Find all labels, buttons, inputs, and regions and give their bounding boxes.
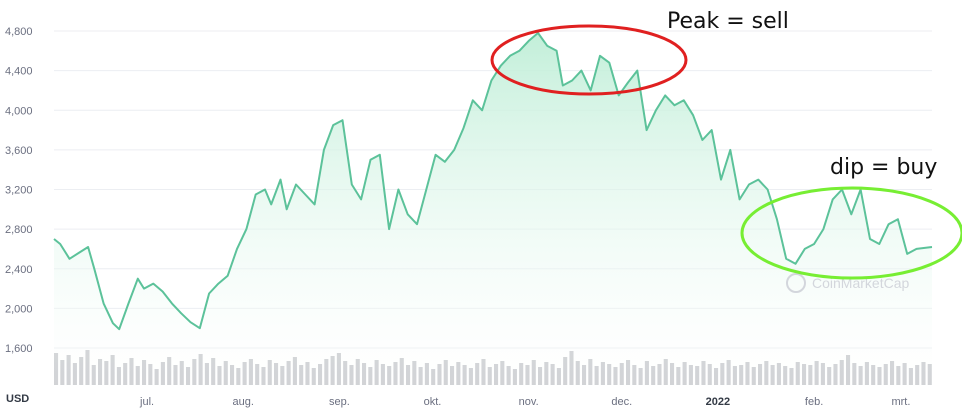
dip-annotation: dip = buy [740, 155, 962, 280]
y-tick-label: 2,000 [5, 303, 33, 315]
x-tick-label: okt. [424, 396, 442, 408]
y-tick-label: 2,400 [5, 264, 33, 276]
x-axis: jul. aug. sep. okt. nov. dec. 2022 feb. mrt. [139, 396, 910, 408]
price-line [53, 32, 933, 331]
y-tick-label: 4,000 [5, 105, 33, 117]
currency-label: USD [6, 393, 29, 405]
peak-annotation: Peak = sell [490, 9, 789, 96]
x-tick-label: mrt. [891, 396, 910, 408]
dip-annotation-text: dip = buy [830, 155, 937, 180]
watermark-logo-icon [786, 273, 806, 293]
y-tick-label: 4,400 [5, 66, 33, 78]
peak-ellipse [490, 24, 688, 96]
y-tick-label: 3,600 [5, 145, 33, 157]
x-tick-label: feb. [805, 396, 823, 408]
price-area [53, 32, 933, 385]
y-tick-label: 4,800 [5, 26, 33, 38]
x-tick-label: dec. [611, 396, 632, 408]
y-axis: 1,600 2,000 2,400 2,800 3,200 3,600 4,000 4,400… [5, 26, 33, 355]
dip-ellipse [740, 186, 962, 280]
y-tick-label: 1,600 [5, 343, 33, 355]
price-area-fill [54, 33, 932, 385]
peak-annotation-text: Peak = sell [667, 9, 789, 34]
x-tick-label: sep. [329, 396, 350, 408]
x-tick-label: jul. [139, 396, 154, 408]
x-tick-label: nov. [519, 396, 539, 408]
x-tick-label: 2022 [706, 396, 730, 408]
x-tick-label: aug. [233, 396, 254, 408]
y-tick-label: 3,200 [5, 185, 33, 197]
y-tick-label: 2,800 [5, 224, 33, 236]
